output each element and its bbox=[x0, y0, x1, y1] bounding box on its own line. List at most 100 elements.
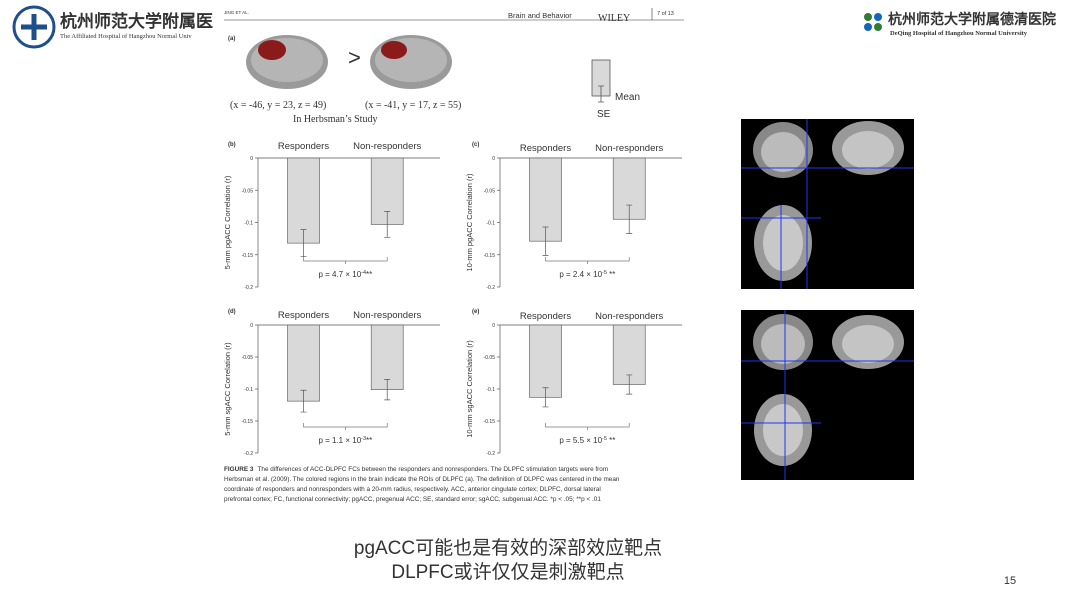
panel-label: (d) bbox=[228, 309, 236, 315]
y-tick-label: -0.15 bbox=[242, 253, 254, 259]
slide-text: pgACC可能也是有效的深部效应靶点 bbox=[354, 537, 662, 559]
p-value: p = 2.4 × 10-5 ** bbox=[559, 270, 615, 279]
p-value-exponent: -3 bbox=[361, 436, 366, 442]
p-value-base: p = 4.7 × 10 bbox=[318, 270, 361, 279]
p-value: p = 1.1 × 10-3** bbox=[318, 436, 372, 445]
publisher: WILEY bbox=[598, 13, 630, 24]
y-tick-label: -0.2 bbox=[244, 451, 253, 457]
caption-line: coordinate of responders and nonresponde… bbox=[224, 486, 601, 493]
category-label: Responders bbox=[278, 141, 329, 152]
p-value-exponent: -5 bbox=[602, 436, 607, 442]
study-note: In Herbsman’s Study bbox=[293, 114, 377, 125]
category-label: Non-responders bbox=[595, 311, 663, 322]
y-tick-label: -0.1 bbox=[486, 221, 495, 227]
legend-error bbox=[598, 85, 604, 103]
page-number: 15 bbox=[1004, 575, 1016, 587]
error-bar bbox=[300, 389, 307, 413]
slide-text: DLPFC或许仅仅是刺激靶点 bbox=[391, 561, 624, 583]
y-tick-label: -0.05 bbox=[484, 188, 496, 194]
category-label: Responders bbox=[278, 310, 329, 321]
significance-bracket bbox=[545, 257, 630, 264]
y-tick-label: 0 bbox=[250, 323, 253, 329]
p-value-base: p = 5.5 × 10 bbox=[559, 436, 602, 445]
significance-bracket bbox=[303, 423, 388, 430]
panel-label: (a) bbox=[228, 36, 235, 42]
bar bbox=[287, 324, 320, 402]
y-axis-label: 10-mm pgACC Correlation (r) bbox=[465, 173, 474, 271]
legend-mean: Mean bbox=[615, 92, 640, 103]
header-right-name: 杭州师范大学附属德清医院 bbox=[888, 11, 1056, 27]
logo-right bbox=[864, 13, 882, 31]
error-bar bbox=[300, 229, 307, 258]
y-tick-label: -0.05 bbox=[242, 188, 254, 194]
y-tick-label: 0 bbox=[492, 156, 495, 162]
y-tick-label: -0.2 bbox=[486, 285, 495, 291]
coord-left: (x = -46, y = 23, z = 49) bbox=[230, 100, 326, 111]
y-tick-label: -0.05 bbox=[484, 355, 496, 361]
category-label: Non-responders bbox=[353, 141, 421, 152]
p-value-exponent: -4 bbox=[361, 270, 366, 276]
y-tick-label: 0 bbox=[492, 323, 495, 329]
p-value-stars: ** bbox=[366, 436, 372, 445]
mri-image bbox=[741, 310, 914, 480]
header-left-sub: The Affiliated Hospital of Hangzhou Norm… bbox=[60, 33, 192, 40]
caption-line: FIGURE 3 The differences of ACC-DLPFC FCs… bbox=[224, 466, 608, 473]
legend-se: SE bbox=[597, 109, 611, 120]
panel-label: (e) bbox=[472, 309, 479, 315]
brain-left bbox=[246, 35, 328, 89]
y-tick-label: 0 bbox=[250, 156, 253, 162]
p-value-base: p = 1.1 × 10 bbox=[318, 436, 361, 445]
significance-bracket bbox=[303, 257, 388, 264]
category-label: Responders bbox=[520, 143, 571, 154]
y-tick-label: -0.1 bbox=[486, 387, 495, 393]
paper-page: 7 of 13 bbox=[657, 11, 674, 17]
error-bar bbox=[626, 204, 633, 234]
brain-right bbox=[370, 35, 452, 89]
error-bar bbox=[384, 211, 391, 238]
logo-cross bbox=[21, 14, 47, 40]
running-head: JING ET AL. bbox=[224, 10, 249, 15]
journal: Brain and Behavior bbox=[508, 11, 572, 20]
y-tick-label: -0.15 bbox=[484, 419, 496, 425]
error-bar bbox=[542, 387, 549, 408]
p-value-stars: ** bbox=[607, 436, 615, 445]
y-tick-label: -0.05 bbox=[242, 355, 254, 361]
y-tick-label: -0.15 bbox=[484, 253, 496, 259]
p-value: p = 5.5 × 10-5 ** bbox=[559, 436, 615, 445]
y-axis-label: 10-mm sgACC Correlation (r) bbox=[465, 340, 474, 438]
bar bbox=[370, 324, 404, 390]
caption-text: The differences of ACC-DLPFC FCs between… bbox=[257, 466, 608, 473]
coord-right: (x = -41, y = 17, z = 55) bbox=[365, 100, 461, 111]
y-tick-label: -0.15 bbox=[242, 419, 254, 425]
y-axis-label: 5-mm sgACC Correlation (r) bbox=[223, 342, 232, 436]
significance-bracket bbox=[545, 423, 630, 430]
panel-label: (b) bbox=[228, 142, 236, 148]
error-bar bbox=[542, 226, 549, 256]
category-label: Responders bbox=[520, 311, 571, 322]
y-axis-label: 5-mm pgACC Correlation (r) bbox=[223, 175, 232, 269]
bar bbox=[529, 324, 562, 398]
category-label: Non-responders bbox=[595, 143, 663, 154]
caption-line: prefrontal cortex; FC, functional connec… bbox=[224, 496, 601, 503]
caption-line: Herbsman et al. (2009). The colored regi… bbox=[224, 476, 620, 483]
p-value: p = 4.7 × 10-4** bbox=[318, 270, 372, 279]
p-value-exponent: -5 bbox=[602, 270, 607, 276]
y-tick-label: -0.1 bbox=[244, 221, 253, 227]
y-tick-label: -0.2 bbox=[244, 285, 253, 291]
mri-image bbox=[741, 119, 914, 289]
header-left-name: 杭州师范大学附属医 bbox=[60, 11, 213, 31]
p-value-base: p = 2.4 × 10 bbox=[559, 270, 602, 279]
figure-label: FIGURE 3 bbox=[224, 466, 254, 473]
bar bbox=[287, 157, 320, 244]
p-value-stars: ** bbox=[366, 270, 372, 279]
error-bar bbox=[384, 379, 391, 401]
y-tick-label: -0.1 bbox=[244, 387, 253, 393]
y-tick-label: -0.2 bbox=[486, 451, 495, 457]
comparison-sign: > bbox=[348, 45, 361, 70]
category-label: Non-responders bbox=[353, 310, 421, 321]
error-bar bbox=[626, 374, 633, 395]
panel-label: (c) bbox=[472, 142, 479, 148]
